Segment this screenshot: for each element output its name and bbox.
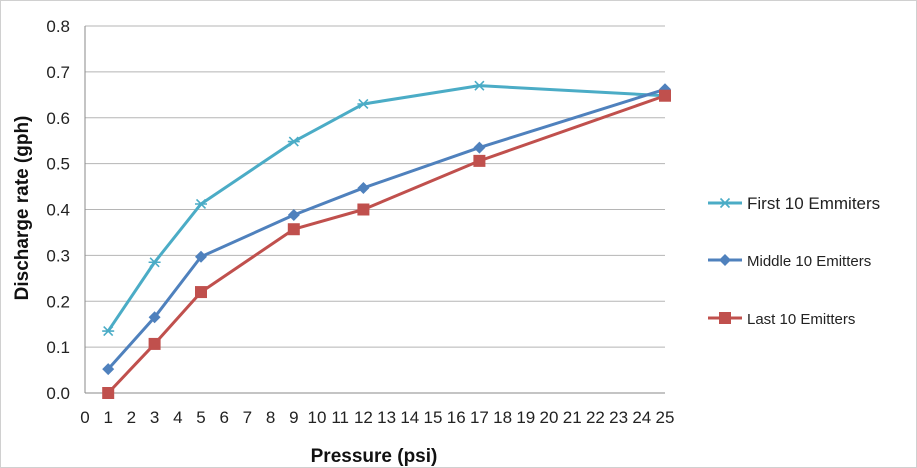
legend-item: First 10 Emmiters — [708, 194, 880, 213]
legend-label: Middle 10 Emitters — [747, 253, 871, 270]
data-point — [357, 181, 370, 194]
x-tick-label: 17 — [470, 408, 489, 427]
legend-label: First 10 Emmiters — [747, 194, 880, 213]
data-point — [195, 250, 207, 263]
x-tick-label: 18 — [493, 408, 512, 427]
x-tick-label: 10 — [308, 408, 327, 427]
y-tick-label: 0.5 — [46, 155, 70, 174]
x-tick-label: 20 — [540, 408, 559, 427]
series-group — [102, 89, 671, 399]
x-tick-label: 22 — [586, 408, 605, 427]
x-tick-label: 2 — [127, 408, 136, 427]
x-tick-label: 24 — [632, 408, 651, 427]
data-point — [659, 89, 671, 102]
x-tick-label: 3 — [150, 408, 159, 427]
legend-marker — [719, 254, 731, 266]
x-tick-label: 25 — [656, 408, 675, 427]
y-tick-label: 0.0 — [46, 384, 70, 403]
x-axis-title: Pressure (psi) — [311, 446, 438, 467]
x-tick-label: 12 — [354, 408, 373, 427]
series-layer — [102, 80, 671, 399]
y-tick-label: 0.3 — [46, 246, 70, 265]
data-point — [195, 198, 207, 210]
data-point — [195, 286, 207, 299]
data-point — [473, 141, 486, 154]
data-point — [148, 311, 161, 324]
x-tick-label: 6 — [219, 408, 228, 427]
data-point — [473, 80, 486, 91]
x-tick-label: 21 — [563, 408, 582, 427]
x-tick-label: 11 — [331, 408, 349, 427]
legend-item: Middle 10 Emitters — [708, 253, 871, 270]
grid-layer — [85, 25, 665, 394]
data-point — [148, 257, 161, 268]
axis-layer: 0.00.10.20.30.40.50.60.70.80 1 2 3 4 5 6 7 8 9 10 1… — [46, 17, 674, 427]
x-tick-label: 16 — [447, 408, 466, 427]
x-tick-label: 13 — [377, 408, 396, 427]
y-tick-label: 0.7 — [46, 63, 70, 82]
x-tick-label: 4 — [173, 408, 182, 427]
data-point — [473, 154, 486, 167]
data-point — [102, 387, 115, 399]
legend: First 10 Emmiters Middle 10 Emitters Last … — [708, 194, 880, 328]
x-tick-label: 19 — [516, 408, 535, 427]
legend-marker — [719, 197, 731, 209]
data-point — [287, 223, 300, 236]
x-tick-label: 1 — [103, 408, 112, 427]
legend-item: Last 10 Emitters — [708, 311, 855, 328]
y-axis-title: Discharge rate (gph) — [12, 116, 33, 301]
y-tick-label: 0.6 — [46, 109, 70, 128]
y-tick-label: 0.1 — [46, 338, 70, 357]
data-point — [102, 363, 115, 376]
x-tick-label: 8 — [266, 408, 275, 427]
legend-label: Last 10 Emitters — [747, 311, 855, 328]
legend-marker — [719, 312, 731, 324]
x-tick-label: 9 — [289, 408, 298, 427]
series-group — [102, 83, 671, 376]
x-tick-label: 7 — [243, 408, 252, 427]
x-tick-label: 0 — [80, 408, 89, 427]
y-tick-label: 0.4 — [46, 201, 70, 220]
data-point — [102, 326, 115, 337]
data-point — [148, 337, 161, 350]
data-point — [287, 136, 300, 147]
x-tick-label: 5 — [196, 408, 205, 427]
y-tick-label: 0.8 — [46, 17, 70, 36]
x-tick-label: 23 — [609, 408, 628, 427]
y-tick-label: 0.2 — [46, 292, 70, 311]
x-tick-label: 15 — [424, 408, 443, 427]
data-point — [357, 203, 370, 216]
data-point — [357, 98, 370, 110]
data-point — [287, 209, 300, 222]
x-tick-label: 14 — [400, 408, 419, 427]
